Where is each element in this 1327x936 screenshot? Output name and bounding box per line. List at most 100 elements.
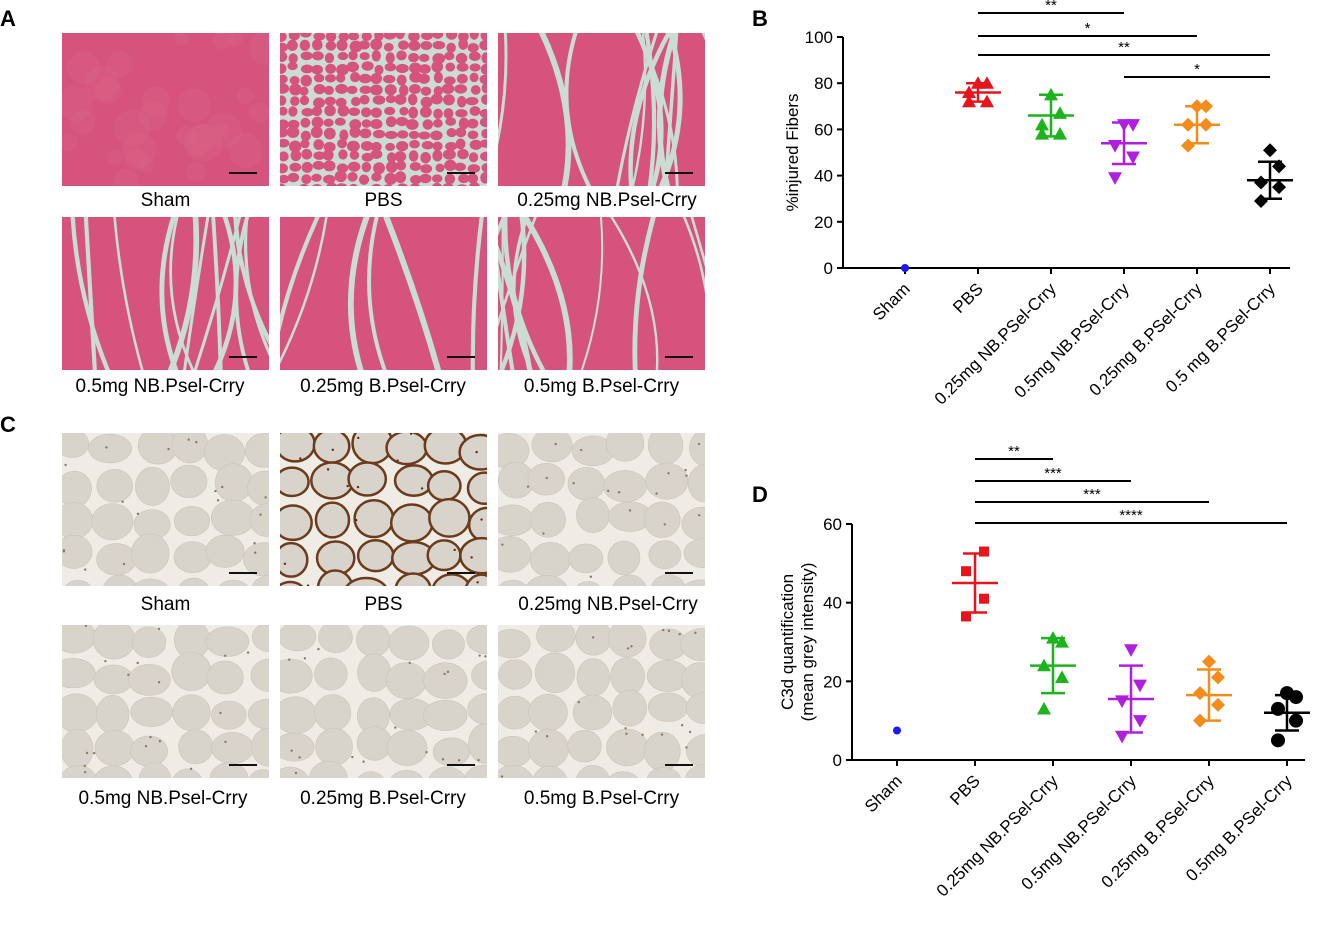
significance-label: ** [1118,39,1130,56]
data-point [1117,119,1131,132]
chart-b-injured-fibers: 0 20 40 60 80 100 %injured Fibers Sham PBS0.25mg… [783,0,1293,408]
significance-label: * [1194,61,1200,78]
x-tick-label: PBS [949,279,986,316]
data-point [1046,631,1060,644]
caption-c-05-nb: 0.5mg NB.Psel-Crry [78,788,248,809]
data-point [1037,658,1051,672]
data-point [1263,143,1277,158]
data-point [1124,644,1138,657]
significance-label: *** [1083,486,1101,503]
ihc-micrograph-025-b [280,625,487,778]
y-axis-label: %injured Fibers [783,93,802,211]
scale-bar [229,172,257,174]
data-point [1035,117,1049,131]
data-point [1055,670,1069,683]
caption-a-pbs: PBS [364,190,403,211]
x-tick-label: Sham [869,279,914,324]
data-point [1126,151,1140,165]
scale-bar [229,572,257,574]
ihc-micrograph-05-b [498,625,705,778]
data-point [901,264,909,272]
caption-a-025-b: 0.25mg B.Psel-Crry [300,376,466,397]
scale-bar [229,356,257,358]
caption-c-pbs: PBS [364,594,403,615]
data-point [1126,119,1140,132]
data-point [979,593,989,604]
y-tick-label: 20 [814,213,833,232]
data-point [1055,635,1069,648]
significance-label: ** [1045,0,1057,14]
data-point [961,566,971,577]
data-point [1211,670,1225,685]
data-point [979,546,989,557]
y-tick-label: 20 [823,672,842,691]
ihc-micrograph-sham [62,433,269,586]
he-micrograph-025-nb [498,33,705,186]
data-point [1271,733,1285,748]
data-point [1115,730,1129,744]
data-point [893,726,901,735]
scale-bar [665,356,693,358]
caption-a-05-nb: 0.5mg NB.Psel-Crry [75,376,245,397]
scale-bar [665,572,693,574]
data-point [961,611,971,622]
data-point [962,85,976,99]
data-point [1193,686,1207,701]
panel-label-b: B [752,6,768,31]
x-tick-label: 0.5mg NB.PSel-Crry [1018,771,1141,894]
scale-bar [447,356,475,358]
data-point [1193,713,1207,728]
y-tick-label: 0 [833,751,842,770]
x-tick-label: 0.25mg NB.PSel-Crry [933,771,1062,900]
data-point [1271,701,1285,716]
data-point [1280,686,1294,701]
ihc-micrograph-05-nb [62,625,269,778]
x-tick-label: Sham [861,771,906,816]
data-point [1133,715,1147,728]
scale-bar [447,764,475,766]
caption-c-05-b: 0.5mg B.Psel-Crry [523,788,680,809]
data-point [1053,127,1067,140]
data-point [1289,713,1303,728]
x-tick-label: 0.25mg B.PSel-Crry [1097,771,1218,892]
scale-bar [665,172,693,174]
data-point [1254,175,1268,190]
data-point [1272,180,1286,195]
caption-c-025-b: 0.25mg B.Psel-Crry [300,788,466,809]
y-tick-label: 0 [824,259,833,278]
data-point [1053,106,1067,119]
y-tick-label: 40 [823,594,842,613]
he-micrograph-05-nb [62,217,269,370]
he-micrograph-sham [62,33,269,186]
significance-label: * [1085,20,1091,37]
tissue-background [62,33,269,186]
data-point [1108,139,1122,153]
y-tick-label: 40 [814,167,833,186]
data-point [1211,697,1225,712]
caption-c-sham: Sham [140,594,191,615]
he-micrograph-025-b [280,217,487,370]
data-point [971,76,985,89]
data-point [1037,701,1051,715]
x-tick-label: 0.5mg B.PSel-Crry [1182,771,1296,885]
ihc-micrograph-025-nb [498,433,705,586]
panel-label-c: C [0,412,16,437]
ihc-micrograph-pbs [280,433,487,586]
data-point [1133,679,1147,693]
y-tick-label: 80 [814,74,833,93]
data-point [1289,690,1303,705]
data-point [1044,87,1058,101]
scale-bar [229,764,257,766]
he-micrograph-05-b [498,217,705,370]
data-point [1190,99,1204,114]
scale-bar [665,764,693,766]
y-tick-label: 100 [805,28,833,47]
x-tick-label: PBS [946,771,983,808]
data-point [980,94,994,108]
y-tick-label: 60 [823,515,842,534]
data-point [1199,117,1213,132]
y-tick-label: 60 [814,120,833,139]
panel-label-a: A [0,6,16,31]
caption-a-sham: Sham [140,190,191,211]
data-point [980,76,994,89]
